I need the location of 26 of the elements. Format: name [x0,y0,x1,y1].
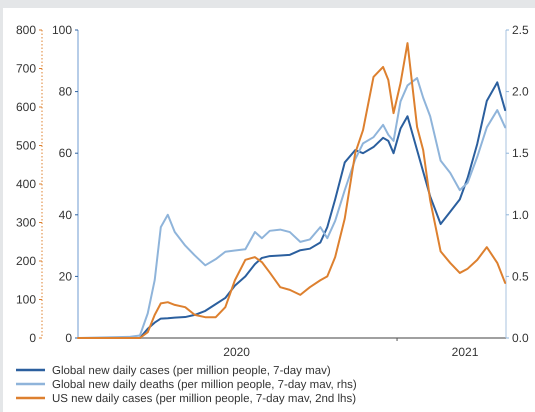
y2-tick-label: 0.0 [512,331,530,345]
y-tick-label: 80 [58,84,72,99]
y3-tick-label: 700 [16,62,36,76]
x-tick-label: 2021 [452,345,479,359]
y3-tick-label: 200 [16,254,36,268]
y-tick-label: 20 [58,269,72,284]
y2-tick-label: 2.0 [512,84,530,99]
y3-tick-label: 400 [16,177,36,191]
y3-tick-label: 500 [16,138,36,152]
legend-label: US new daily cases (per million people, 7-day mav, 2nd lhs) [52,393,356,405]
legend-label: Global new daily cases (per million people, 7-day mav) [52,365,331,377]
y3-tick-label: 100 [16,292,36,306]
y3-tick-label: 600 [16,100,36,114]
y-tick-label: 60 [58,146,72,160]
y-tick-label: 40 [58,208,72,222]
y3-tick-label: 0 [29,331,36,345]
y2-tick-label: 1.0 [512,208,530,222]
y-tick-label: 100 [52,23,72,37]
y3-tick-label: 300 [16,216,36,230]
x-tick-label: 2020 [223,345,250,359]
y2-tick-label: 0.5 [512,269,530,284]
legend-label: Global new daily deaths (per million people, 7-day mav, rhs) [52,379,357,391]
y3-tick-label: 800 [16,23,36,37]
y2-tick-label: 1.5 [512,146,530,160]
y-tick-label: 0 [65,331,72,345]
y2-tick-label: 2.5 [512,23,530,37]
